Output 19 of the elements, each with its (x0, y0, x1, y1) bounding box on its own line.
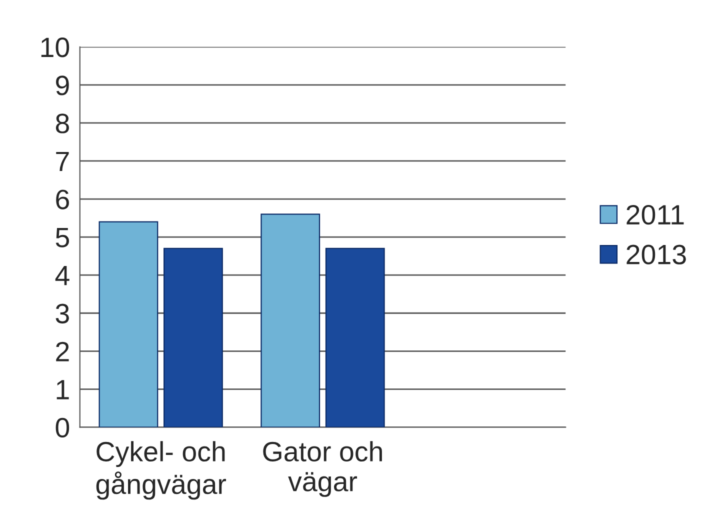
y-tick-label: 5 (56, 228, 70, 248)
y-tick-label: 0 (56, 418, 70, 438)
y-tick-label: 1 (56, 380, 69, 400)
y-tick-label: 7 (56, 152, 69, 172)
legend-label: 2011 (626, 204, 684, 225)
y-tick-label: 6 (56, 190, 69, 210)
y-tick-label: 9 (56, 76, 69, 96)
bar (164, 248, 223, 428)
bar (325, 248, 385, 428)
y-tick-label: 3 (56, 304, 69, 324)
x-tick-label: Gator och vägar (263, 441, 382, 497)
y-tick-label: 8 (56, 114, 69, 134)
y-tick-label: 10 (41, 38, 70, 58)
x-tick-label: Cykel- och gångvägar (96, 441, 226, 500)
y-tick-label: 4 (55, 266, 70, 286)
bar (98, 221, 158, 428)
bar (260, 214, 320, 428)
y-tick-label: 2 (56, 342, 69, 362)
legend-label: 2013 (626, 244, 686, 264)
